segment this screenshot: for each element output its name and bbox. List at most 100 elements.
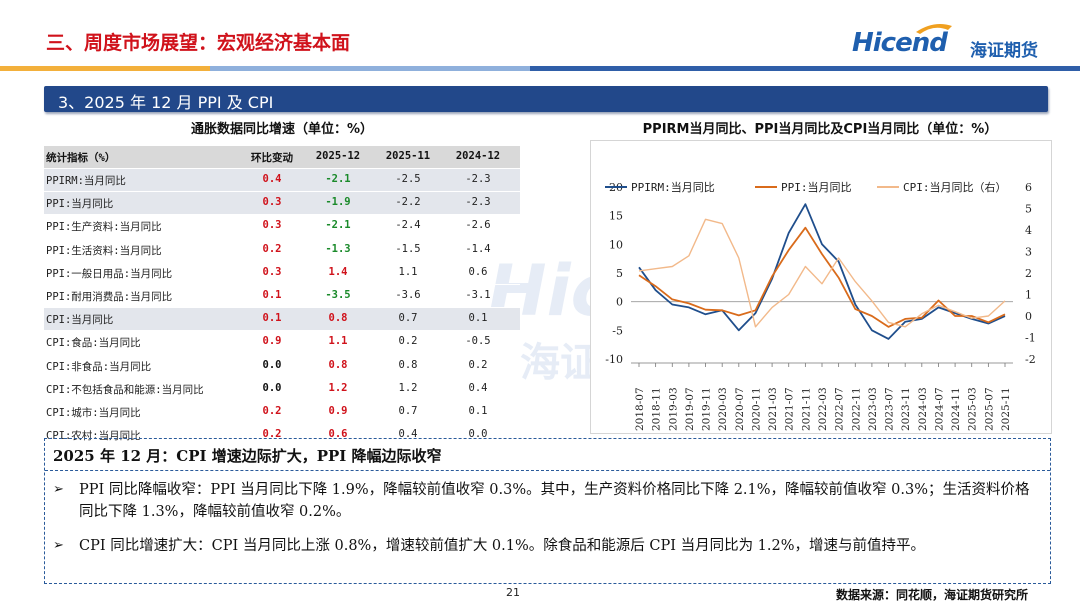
- logo-text-cn: 海证期货: [970, 41, 1038, 61]
- table-cell: -2.1: [325, 219, 351, 232]
- table-cell: -2.6: [465, 219, 491, 232]
- table-cell: 0.2: [262, 404, 282, 417]
- table-cell: 1.1: [398, 265, 418, 278]
- legend-label: PPIRM:当月同比: [631, 180, 715, 194]
- data-source: 数据来源：同花顺，海证期货研究所: [836, 588, 1029, 602]
- table-cell: PPI:生活资料:当月同比: [46, 244, 162, 257]
- table-row: CPI:当月同比 0.1 0.8 0.7 0.1: [44, 308, 520, 332]
- y-right-tick-label: 3: [1025, 246, 1032, 259]
- chart-container: 20 15 10 5 0 -5 -10 6 5 4 3 2 1 0 -1 -2 2018-07 2018-11 20…: [590, 140, 1052, 434]
- series-line-3: [638, 218, 1006, 328]
- header-stripe-orange: [0, 66, 210, 71]
- header-stripe-blue: [530, 66, 1080, 71]
- table-cell: PPI:当月同比: [46, 198, 114, 211]
- table-cell: 0.0: [262, 381, 282, 394]
- x-tick-label: 2025-07: [983, 387, 995, 431]
- table-cell: -3.1: [465, 288, 491, 301]
- table-cell: 0.6: [468, 265, 488, 278]
- table-row: CPI:城市:当月同比 0.2 0.9 0.7 0.1: [44, 401, 520, 425]
- y-right-tick-label: 4: [1025, 224, 1032, 237]
- y-left-tick-label: -5: [612, 324, 623, 337]
- x-tick-label: 2020-11: [750, 387, 762, 431]
- x-tick-label: 2023-07: [884, 387, 896, 431]
- table-row: PPI:生产资料:当月同比 0.3 -2.1 -2.4 -2.6: [44, 215, 520, 239]
- y-left-tick-label: 15: [609, 210, 623, 223]
- table-cell: 0.8: [328, 358, 348, 371]
- table-cell: CPI:不包括食品和能源:当月同比: [46, 383, 204, 396]
- x-tick-label: 2022-03: [817, 387, 829, 431]
- table-cell: -1.3: [325, 242, 351, 255]
- table-cell: 0.4: [262, 173, 282, 185]
- table-cell: CPI:当月同比: [46, 314, 114, 327]
- table-cell: -1.9: [325, 196, 351, 209]
- table-cell: 0.6: [328, 428, 348, 441]
- table-cell: -3.6: [395, 288, 421, 301]
- x-tick-label: 2022-11: [850, 387, 862, 431]
- table-cell: -2.1: [325, 173, 351, 185]
- table-cell: -0.5: [465, 335, 491, 348]
- table-cell: 0.2: [262, 428, 282, 441]
- table-row: PPIRM:当月同比 0.4 -2.1 -2.5 -2.3: [44, 169, 520, 193]
- table-cell: 0.0: [262, 358, 282, 371]
- table-row: CPI:食品:当月同比 0.9 1.1 0.2 -0.5: [44, 331, 520, 355]
- table-header-cell: 环比变动: [251, 152, 293, 164]
- x-tick-label: 2024-03: [917, 387, 929, 431]
- table-cell: 1.2: [328, 381, 348, 394]
- y-right-tick-label: -2: [1025, 353, 1036, 366]
- table-cell: 0.2: [262, 242, 282, 255]
- table-cell: 0.9: [328, 404, 348, 417]
- legend-label: CPI:当月同比（右）: [903, 180, 1007, 194]
- table-cell: 0.3: [262, 265, 282, 278]
- x-tick-label: 2021-07: [784, 387, 796, 431]
- table-header-cell: 2025-11: [385, 150, 431, 162]
- table-row: CPI:非食品:当月同比 0.0 0.8 0.8 0.2: [44, 355, 520, 378]
- x-tick-label: 2025-11: [1000, 387, 1012, 431]
- y-left-tick-label: 10: [609, 238, 623, 251]
- page-number: 21: [506, 586, 520, 599]
- summary-title: 2025 年 12 月：CPI 增速边际扩大，PPI 降幅边际收窄: [53, 447, 442, 465]
- arrow-bullet-icon: ➢: [53, 482, 64, 497]
- table-header-row: 统计指标（%） 环比变动 2025-12 2025-11 2024-12: [44, 146, 520, 169]
- legend-label: PPI:当月同比: [781, 180, 852, 194]
- summary-divider: [45, 470, 1050, 471]
- table-cell: 0.4: [468, 381, 488, 394]
- x-tick-label: 2018-07: [634, 387, 646, 431]
- x-tick-label: 2019-03: [667, 387, 679, 431]
- table-header-cell: 2025-12: [315, 150, 361, 162]
- page-title: 三、周度市场展望：宏观经济基本面: [46, 32, 351, 54]
- table-row: PPI:一般日用品:当月同比 0.3 1.4 1.1 0.6: [44, 262, 520, 285]
- table-cell: 0.3: [262, 196, 282, 209]
- summary-bullet: ➢ PPI 同比降幅收窄：PPI 当月同比下降 1.9%，降幅较前值收窄 0.3…: [53, 479, 1043, 523]
- logo-text-en: Hicend: [852, 28, 948, 58]
- y-right-tick-label: -1: [1025, 332, 1036, 345]
- summary-bullet-text: CPI 同比增速扩大：CPI 当月同比上涨 0.8%，增速较前值扩大 0.1%。…: [79, 538, 926, 554]
- table-header-cell: 2024-12: [455, 150, 501, 162]
- x-tick-label: 2023-03: [867, 387, 879, 431]
- arrow-bullet-icon: ➢: [53, 538, 64, 553]
- table-cell: 0.9: [262, 335, 282, 348]
- table-cell: PPI:生产资料:当月同比: [46, 221, 162, 234]
- table-cell: 0.1: [262, 288, 282, 301]
- table-cell: 0.0: [468, 428, 488, 441]
- table-cell: 0.7: [398, 404, 418, 417]
- table-header-cell: 统计指标（%）: [46, 152, 116, 164]
- y-right-tick-label: 2: [1025, 267, 1032, 280]
- x-tick-label: 2024-11: [950, 387, 962, 431]
- y-left-tick-label: 0: [616, 296, 623, 309]
- summary-bullet: ➢ CPI 同比增速扩大：CPI 当月同比上涨 0.8%，增速较前值扩大 0.1…: [53, 535, 1043, 557]
- x-tick-label: 2024-07: [933, 387, 945, 431]
- table-row: CPI:农村:当月同比 0.2 0.6 0.4 0.0: [44, 424, 520, 448]
- section-header: 3、2025 年 12 月 PPI 及 CPI: [44, 86, 1048, 112]
- table-cell: 0.2: [468, 358, 488, 371]
- table-cell: 1.1: [328, 335, 348, 348]
- series-line-1: [638, 203, 1006, 340]
- table-cell: 0.1: [468, 404, 488, 417]
- table-cell: PPI:耐用消费品:当月同比: [46, 290, 173, 303]
- table-cell: 0.7: [398, 312, 418, 325]
- section-title: 3、2025 年 12 月 PPI 及 CPI: [58, 93, 274, 112]
- x-tick-label: 2023-11: [900, 387, 912, 431]
- y-left-tick-label: 5: [616, 267, 623, 280]
- table-cell: -2.3: [465, 196, 491, 209]
- table-cell: 1.2: [398, 381, 418, 394]
- table-row: CPI:不包括食品和能源:当月同比 0.0 1.2 1.2 0.4: [44, 378, 520, 401]
